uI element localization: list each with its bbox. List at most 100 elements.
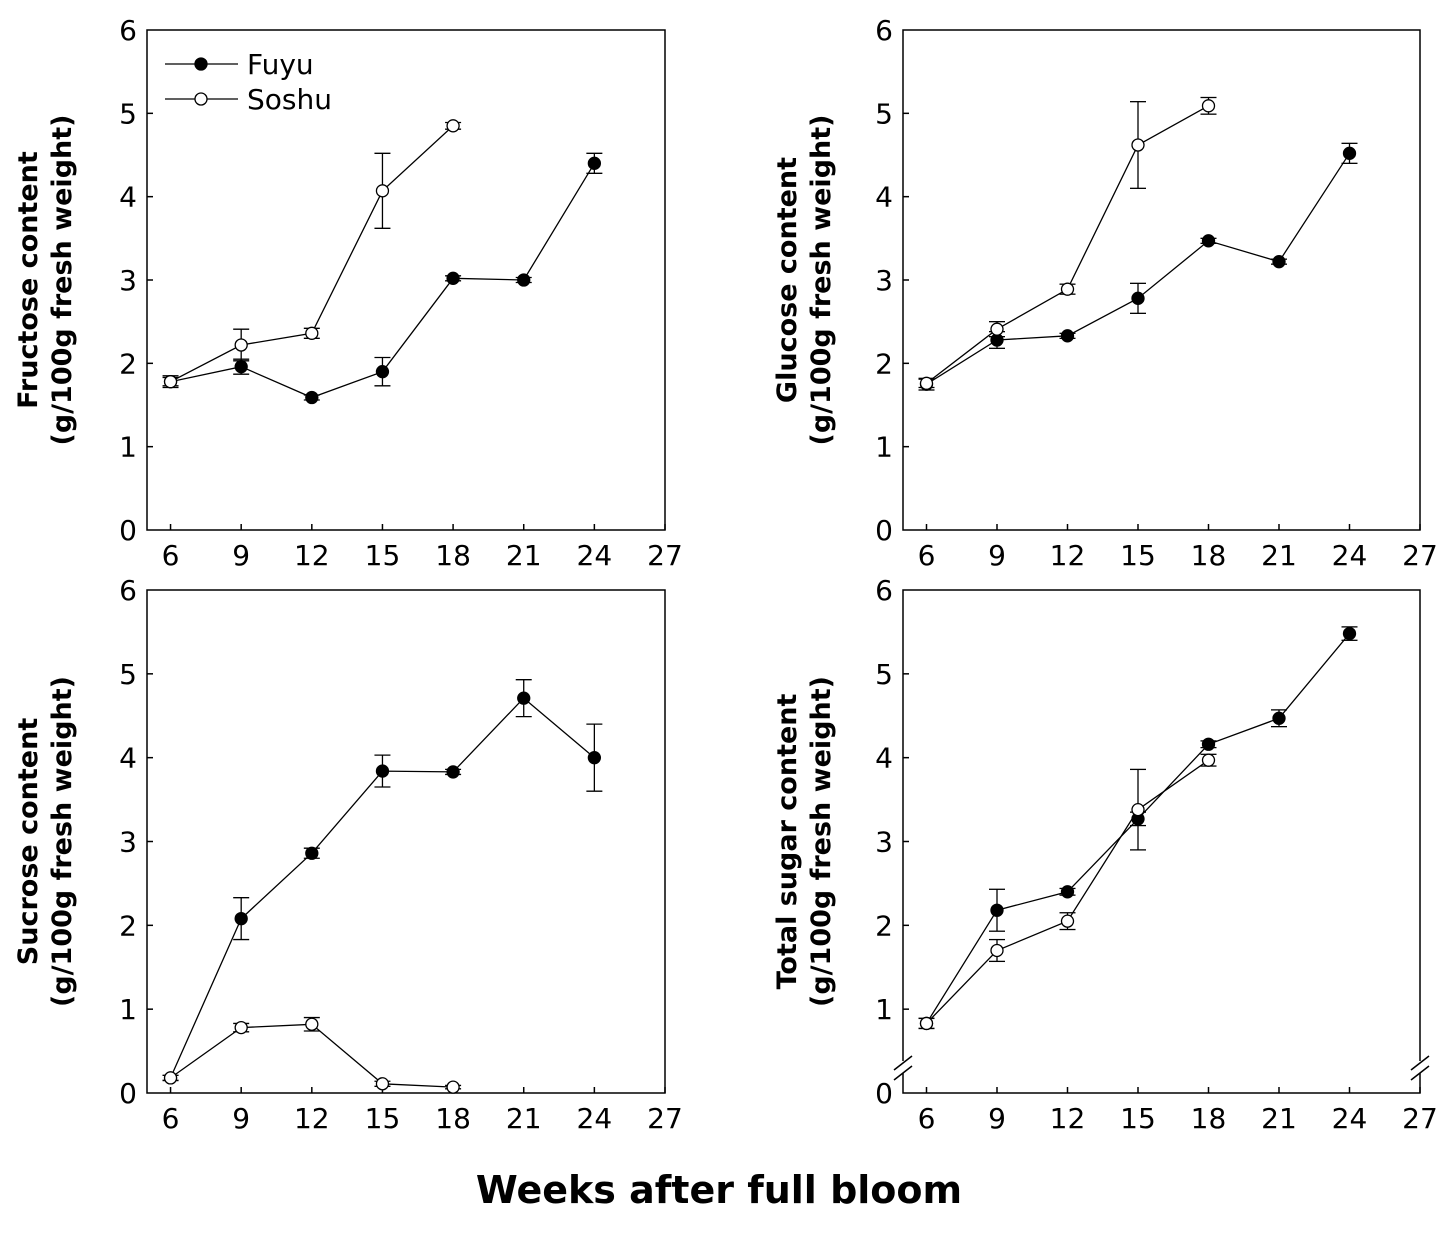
y-axis-title-line: (g/100g fresh weight): [47, 676, 78, 1007]
data-point: [1131, 802, 1145, 817]
data-point: [163, 375, 178, 389]
y-tick-label: 6: [875, 574, 893, 607]
data-point: [1131, 291, 1145, 305]
x-tick-label: 15: [365, 539, 401, 572]
x-tick-label: 27: [1402, 1102, 1438, 1135]
series-soshu: [162, 1016, 462, 1094]
x-tick-label: 24: [1332, 539, 1368, 572]
legend-label: Fuyu: [247, 48, 314, 81]
data-point: [587, 156, 602, 170]
y-tick-label: 2: [875, 909, 893, 942]
data-point: [919, 1016, 934, 1031]
y-axis-title: Total sugar content (g/100g fresh weight): [772, 676, 837, 1007]
x-axis-title: Weeks after full bloom: [475, 1168, 963, 1212]
data-point: [375, 764, 390, 778]
y-tick-label: 0: [875, 1077, 893, 1110]
plot-frame: [902, 589, 1421, 1094]
data-point: [234, 911, 248, 926]
x-tick-label: 6: [162, 539, 180, 572]
y-tick-label: 3: [119, 826, 137, 859]
series-fuyu: [162, 679, 603, 1085]
data-point: [1272, 255, 1286, 269]
data-point: [517, 691, 531, 705]
data-point: [305, 390, 319, 405]
data-point: [163, 1071, 178, 1085]
x-tick-label: 27: [1402, 539, 1438, 572]
data-point: [375, 184, 390, 198]
x-tick-label: 18: [1191, 1102, 1227, 1135]
data-point: [446, 271, 460, 285]
y-tick-label: 3: [875, 264, 893, 297]
y-axis-title: Fructose content (g/100g fresh weight): [13, 115, 78, 446]
x-tick-label: 24: [577, 1102, 613, 1135]
x-tick-label: 18: [435, 1102, 471, 1135]
plot-frame: [902, 29, 1421, 531]
x-tick-label: 12: [1050, 539, 1086, 572]
series-line: [170, 1023, 454, 1088]
y-tick-label: 5: [119, 97, 137, 130]
y-tick-label: 2: [875, 347, 893, 380]
x-tick-label: 12: [294, 1102, 330, 1135]
x-tick-label: 21: [506, 539, 542, 572]
x-tick-label: 18: [435, 539, 471, 572]
data-point: [587, 751, 602, 765]
x-tick-label: 21: [1261, 1102, 1297, 1135]
data-point: [305, 326, 319, 340]
x-tick-label: 15: [1120, 539, 1156, 572]
y-tick-label: 5: [875, 97, 893, 130]
data-point: [375, 1077, 390, 1091]
y-tick-label: 4: [119, 742, 137, 775]
axis-break-left: [893, 1055, 913, 1081]
y-tick-label: 5: [875, 658, 893, 691]
data-point: [446, 765, 460, 779]
data-point: [919, 376, 934, 390]
legend-marker: [194, 92, 208, 106]
data-point: [1060, 282, 1075, 296]
y-tick-label: 1: [875, 431, 893, 464]
y-tick-label: 0: [119, 514, 137, 547]
data-point: [990, 322, 1004, 336]
series-soshu: [918, 753, 1217, 1031]
axis-break-slash: [893, 1055, 913, 1071]
data-point: [1060, 914, 1075, 928]
data-point: [234, 338, 248, 352]
data-point: [517, 273, 531, 287]
x-tick-label: 6: [162, 1102, 180, 1135]
x-tick-label: 27: [647, 539, 683, 572]
data-point: [305, 846, 319, 860]
data-point: [990, 903, 1004, 917]
data-point: [234, 360, 248, 374]
axis-break-slash: [893, 1065, 913, 1081]
x-tick-label: 21: [506, 1102, 542, 1135]
x-tick-label: 18: [1191, 539, 1227, 572]
data-point: [1342, 146, 1357, 160]
x-tick-label: 15: [1120, 1102, 1156, 1135]
x-tick-label: 15: [365, 1102, 401, 1135]
y-tick-label: 1: [875, 993, 893, 1026]
x-tick-label: 6: [918, 539, 936, 572]
y-tick-label: 3: [119, 264, 137, 297]
series-line: [170, 125, 454, 383]
y-axis-title-line: Glucose content: [772, 157, 803, 403]
data-point: [1060, 885, 1075, 899]
y-axis-title-line: (g/100g fresh weight): [806, 676, 837, 1007]
axis-break-slash: [1410, 1065, 1430, 1081]
legend-item-soshu: Soshu: [165, 83, 332, 116]
plot-frame: [146, 29, 666, 531]
y-axis-title-line: (g/100g fresh weight): [47, 115, 78, 446]
data-point: [305, 1017, 319, 1031]
y-axis-title: Glucose content (g/100g fresh weight): [772, 115, 837, 446]
y-axis-title-line: Sucrose content: [13, 718, 44, 966]
y-tick-label: 6: [119, 14, 137, 47]
plot-frame: [146, 589, 666, 1094]
y-tick-label: 3: [875, 826, 893, 859]
data-point: [1131, 138, 1145, 152]
x-tick-label: 9: [988, 539, 1006, 572]
x-tick-label: 24: [1332, 1102, 1368, 1135]
y-tick-label: 4: [875, 181, 893, 214]
data-point: [1201, 234, 1216, 248]
x-tick-label: 9: [988, 1102, 1006, 1135]
